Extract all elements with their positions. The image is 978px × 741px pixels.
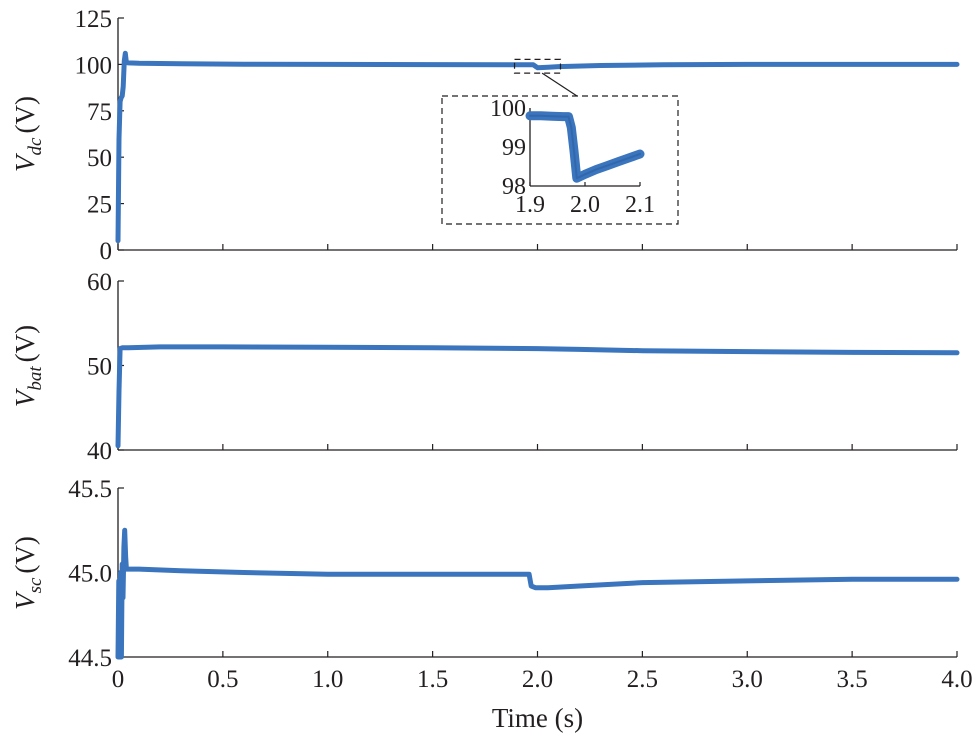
y-tick-label: 45.0 [68, 561, 112, 588]
y-tick-label: 50 [87, 145, 112, 172]
y-tick-label: 125 [75, 6, 113, 33]
y-axis-title-unit: (V) [10, 96, 40, 133]
y-tick-label: 45.5 [68, 476, 112, 503]
vbat-panel: 40 50 60 Vbat (V) [10, 269, 960, 465]
time-axis: 0 0.5 1.0 1.5 2.0 2.5 3.0 3.5 4.0 Time (s) [112, 666, 973, 733]
y-axis-title: Vdc (V) [10, 96, 46, 172]
y-tick-label: 100 [75, 52, 113, 79]
y-tick-label: 75 [87, 99, 112, 126]
inset-y-tick-label: 99 [502, 135, 526, 161]
x-axis-title: Time (s) [492, 703, 583, 733]
inset-series-band [525, 111, 645, 183]
y-axis-title-subscript: sc [25, 577, 46, 593]
y-axis-title: Vbat (V) [10, 325, 46, 407]
inset-x-tick-label: 2.1 [625, 192, 655, 218]
x-tick-label: 2.0 [522, 666, 553, 693]
y-tick-label: 40 [87, 438, 112, 465]
y-axis-title-unit: (V) [10, 325, 40, 362]
x-tick-label: 3.5 [837, 666, 868, 693]
vsc-panel: 44.5 45.0 45.5 Vsc (V) [10, 476, 960, 672]
inset-x-tick-label: 1.9 [515, 192, 545, 218]
series-line [115, 527, 960, 660]
x-tick-label: 2.5 [627, 666, 658, 693]
y-tick-label: 60 [87, 269, 112, 296]
y-axis-title-symbol: V [10, 590, 40, 610]
x-tick-label: 1.5 [417, 666, 448, 693]
y-axis-title-subscript: dc [25, 137, 46, 156]
series-line [115, 344, 960, 449]
x-tick-label: 4.0 [941, 666, 972, 693]
series-line [115, 50, 960, 244]
inset-frame [441, 95, 679, 225]
inset-y-tick-label: 98 [502, 174, 526, 200]
x-tick-label: 1.0 [312, 666, 343, 693]
inset-series-line [529, 114, 641, 180]
inset-y-tick-label: 100 [490, 96, 526, 122]
y-tick-label: 44.5 [68, 645, 112, 672]
y-axis-title-symbol: V [10, 387, 40, 407]
x-tick-label: 0.5 [207, 666, 238, 693]
zoom-region-box [513, 58, 562, 74]
inset-connector [541, 72, 578, 97]
x-tick-label: 3.0 [732, 666, 763, 693]
y-axis-title-symbol: V [10, 152, 40, 172]
y-tick-label: 0 [100, 238, 113, 265]
x-tick-label: 0 [112, 666, 125, 693]
y-axis-title-unit: (V) [10, 536, 40, 573]
y-tick-label: 50 [87, 354, 112, 381]
y-axis-title-subscript: bat [25, 366, 46, 391]
y-axis-title: Vsc (V) [10, 536, 46, 610]
vdc-panel: 0 25 50 75 100 125 Vdc (V) 98 99 100 1.9 2.0 2.1 [10, 6, 960, 265]
y-tick-label: 25 [87, 192, 112, 219]
inset-x-tick-label: 2.0 [570, 192, 600, 218]
